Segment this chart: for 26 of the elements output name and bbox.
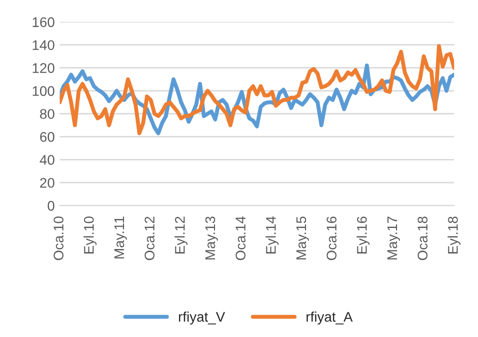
- legend-label: rfiyat_V: [178, 312, 226, 324]
- x-tick-label: May.11: [114, 216, 127, 258]
- x-tick-label: Oca.16: [326, 216, 336, 260]
- y-tick-label: 140: [32, 40, 54, 50]
- x-tick-label: Oca.14: [236, 216, 246, 260]
- x-tick-label: Eyl.10: [84, 216, 97, 254]
- x-tick-label: May.17: [387, 216, 400, 260]
- y-tick-label: 160: [32, 17, 54, 28]
- y-tick-label: 80: [40, 109, 54, 119]
- x-tick-label: Eyl.12: [174, 216, 188, 254]
- y-tick-label: 60: [40, 132, 54, 142]
- y-tick-label: 0: [48, 200, 54, 211]
- x-tick-label: Eyl.16: [356, 216, 370, 254]
- x-tick-label: May.13: [205, 216, 218, 260]
- x-tick-label: Oca.10: [54, 216, 64, 260]
- y-tick-label: 40: [40, 154, 54, 165]
- y-tick-label: 100: [32, 86, 54, 96]
- x-tick-label: Eyl.14: [266, 216, 279, 254]
- line-series: [60, 44, 454, 136]
- x-tick-label: Oca.18: [418, 216, 428, 260]
- y-tick-label: 20: [40, 178, 54, 188]
- y-tick-label: 120: [32, 63, 54, 73]
- x-tick-label: Eyl.18: [448, 216, 461, 254]
- legend-label: rfiyat_A: [306, 312, 353, 324]
- x-tick-label: May.15: [296, 216, 309, 260]
- x-tick-label: Oca.12: [144, 216, 154, 260]
